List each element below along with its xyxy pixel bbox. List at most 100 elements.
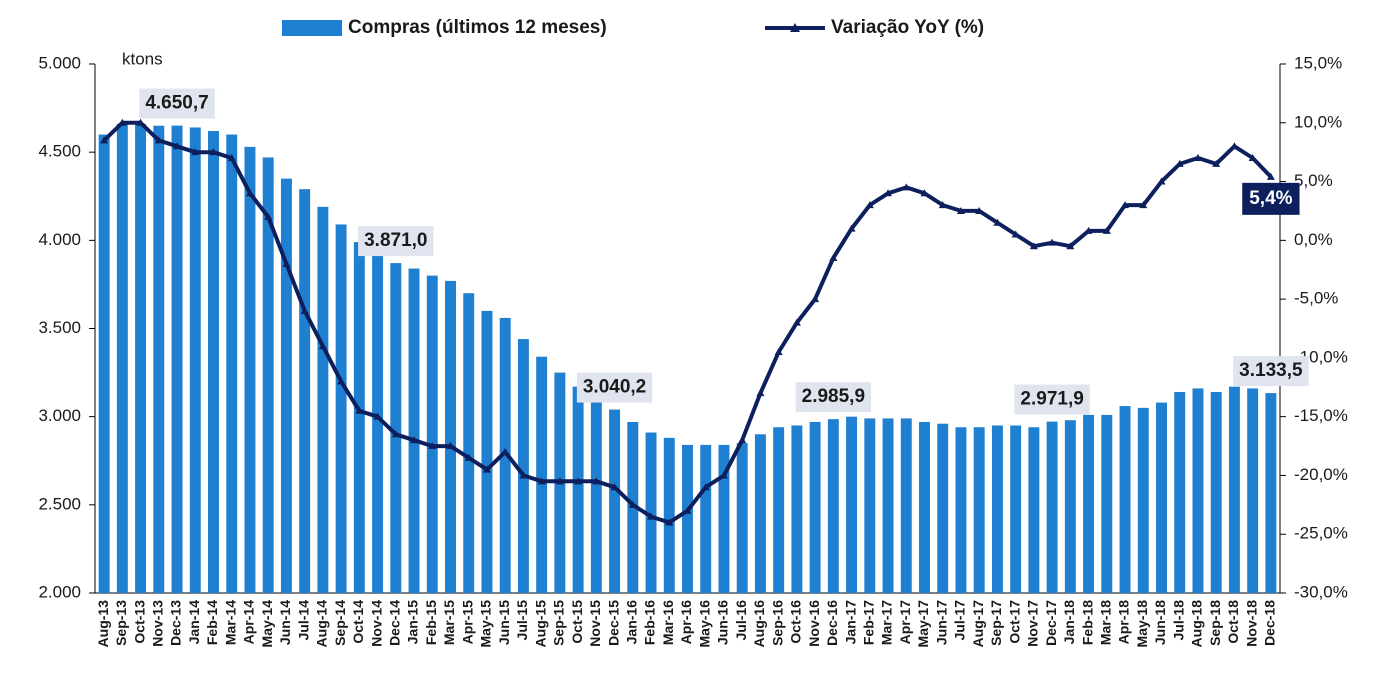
bar <box>153 125 165 593</box>
line-marker <box>173 142 182 150</box>
bar <box>1064 420 1076 593</box>
bar <box>846 416 858 593</box>
x-tick-label: Jun-14 <box>277 600 293 645</box>
line-marker <box>920 189 929 197</box>
bar <box>590 397 602 593</box>
x-tick-label: Aug-14 <box>314 600 330 648</box>
bar <box>335 224 347 594</box>
line-marker <box>1266 172 1275 180</box>
line-marker <box>756 389 765 397</box>
line-marker <box>647 512 656 520</box>
bar <box>609 409 621 593</box>
x-tick-label: Oct-13 <box>131 600 147 644</box>
line-marker <box>829 253 838 261</box>
line-marker <box>1121 201 1130 209</box>
bar <box>1156 402 1167 593</box>
x-tick-label: Dec-13 <box>168 600 184 646</box>
y2-tick-label: -15,0% <box>1294 406 1348 425</box>
x-tick-label: Apr-17 <box>897 600 913 645</box>
x-tick-label: Oct-15 <box>569 600 585 644</box>
bar <box>809 421 821 593</box>
y-axis-unit: ktons <box>122 49 163 68</box>
x-tick-label: Apr-14 <box>241 600 257 645</box>
bar <box>262 157 274 593</box>
x-tick-label: Nov-13 <box>150 600 166 647</box>
x-tick-label: Dec-18 <box>1262 600 1278 646</box>
line-marker <box>683 506 692 514</box>
x-tick-label: Jan-18 <box>1061 600 1077 645</box>
x-tick-label: May-14 <box>259 600 275 648</box>
line-marker <box>555 477 564 485</box>
line-marker <box>1011 230 1020 238</box>
x-tick-label: Feb-17 <box>861 600 877 645</box>
x-tick-label: Jul-16 <box>733 600 749 641</box>
bar <box>1046 421 1058 593</box>
value-label: 3.133,5 <box>1233 356 1309 387</box>
y-tick-label: 3.500 <box>38 318 81 337</box>
value-label-text: 4.650,7 <box>145 93 208 114</box>
x-tick-label: Aug-17 <box>970 600 986 648</box>
x-tick-label: Jan-16 <box>624 600 640 645</box>
x-tick-label: Oct-17 <box>1006 600 1022 644</box>
x-tick-label: Jul-14 <box>295 600 311 641</box>
value-label-text: 2.985,9 <box>802 386 865 407</box>
bar <box>226 134 238 594</box>
x-tick-label: Oct-14 <box>350 600 366 644</box>
line-marker <box>355 406 364 414</box>
x-tick-label: Sep-13 <box>113 600 129 646</box>
line-marker <box>1102 226 1111 234</box>
bar <box>773 427 785 593</box>
bar <box>754 434 766 593</box>
value-label: 2.985,9 <box>795 382 872 413</box>
x-tick-label: Feb-15 <box>423 600 439 645</box>
y-tick-label: 2.000 <box>38 582 81 601</box>
line-marker <box>592 477 601 485</box>
line-marker <box>410 436 419 444</box>
x-tick-label: Aug-16 <box>751 600 767 648</box>
x-tick-label: Nov-18 <box>1243 600 1259 647</box>
x-tick-label: Feb-16 <box>642 600 658 645</box>
bar <box>1083 414 1095 593</box>
value-label-box <box>795 382 872 413</box>
line-marker <box>519 471 528 479</box>
x-tick-label: Dec-14 <box>387 600 403 646</box>
x-tick-label: Mar-16 <box>660 600 676 645</box>
legend-label: Variação YoY (%) <box>831 17 984 38</box>
value-label-text: 3.040,2 <box>583 377 646 398</box>
x-tick-label: May-16 <box>696 600 712 648</box>
line-marker <box>792 318 801 326</box>
line-marker <box>1157 177 1166 185</box>
x-tick-label: Sep-16 <box>769 600 785 646</box>
x-tick-label: May-18 <box>1134 600 1150 648</box>
bar <box>1192 388 1204 593</box>
y2-tick-label: -5,0% <box>1294 289 1338 308</box>
bar <box>1119 406 1131 593</box>
bar <box>955 427 967 593</box>
x-tick-label: Nov-16 <box>806 600 822 647</box>
line-marker <box>665 518 674 526</box>
bar <box>882 418 894 593</box>
x-tick-label: May-15 <box>478 600 494 648</box>
x-tick-label: Jan-17 <box>842 600 858 645</box>
bar <box>135 123 147 593</box>
x-tick-label: Mar-15 <box>441 600 457 645</box>
x-tick-label: Dec-16 <box>824 600 840 646</box>
bar <box>1028 427 1040 593</box>
y2-tick-label: 5,0% <box>1294 171 1333 190</box>
x-tick-label: Apr-18 <box>1116 600 1132 645</box>
line-marker <box>1175 159 1184 167</box>
value-label-text: 2.971,9 <box>1020 389 1083 410</box>
line-marker <box>1139 201 1148 209</box>
line-marker <box>738 436 747 444</box>
bar <box>1010 425 1022 593</box>
line-marker <box>719 471 728 479</box>
bar <box>1137 407 1149 593</box>
x-tick-label: May-17 <box>915 600 931 648</box>
bar <box>372 252 384 593</box>
bar <box>280 178 292 593</box>
value-label: 5,4% <box>1242 182 1300 215</box>
bar <box>408 268 420 593</box>
bar <box>98 134 110 594</box>
bar <box>499 317 511 593</box>
